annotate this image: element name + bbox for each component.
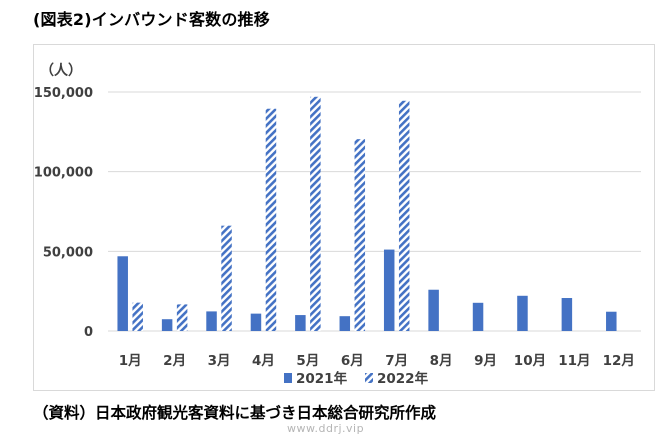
bar-2022-6 xyxy=(354,139,366,331)
watermark: www.ddrj.vip xyxy=(287,422,365,435)
chart-frame: 0 50,000 100,000 150,000 （人） 1月 2月 3月 4月 5月 6月 7月 8月… xyxy=(33,44,655,391)
bar-2021-9 xyxy=(472,302,484,331)
bar-2021-12 xyxy=(606,311,617,331)
bar-2022-4 xyxy=(265,108,277,331)
bar-2021-3 xyxy=(206,311,217,331)
x-tick-label: 3月 xyxy=(208,353,231,369)
bar-2021-8 xyxy=(428,289,439,331)
x-tick-label: 6月 xyxy=(341,353,364,369)
bar-2021-4 xyxy=(250,313,262,331)
x-tick-label: 4月 xyxy=(252,353,275,369)
bar-2021-10 xyxy=(517,295,528,331)
bar-2021-1 xyxy=(117,256,128,331)
bar-2022-3 xyxy=(221,225,232,331)
figure-title: (図表2)インバウンド客数の推移 xyxy=(33,10,270,29)
bar-2022-5 xyxy=(310,96,321,331)
bar-2022-1 xyxy=(132,302,143,331)
y-tick-label: 50,000 xyxy=(43,245,93,260)
x-tick-label: 8月 xyxy=(430,353,453,369)
bar-2021-11 xyxy=(561,298,573,331)
y-tick-label: 150,000 xyxy=(34,86,93,101)
x-tick-label: 9月 xyxy=(474,353,497,369)
y-tick-label: 0 xyxy=(84,325,93,340)
bar-2022-7 xyxy=(398,100,410,331)
legend-label-2021: 2021年 xyxy=(296,370,348,387)
axis-labels: 0 50,000 100,000 150,000 （人） 1月 2月 3月 4月 5月 6月 7月 8月… xyxy=(34,62,635,369)
x-tick-label: 12月 xyxy=(603,353,635,369)
bars xyxy=(117,96,617,331)
x-tick-label: 7月 xyxy=(385,353,408,369)
x-tick-label: 1月 xyxy=(119,353,142,369)
x-tick-label: 10月 xyxy=(514,353,546,369)
bar-2021-7 xyxy=(383,249,395,331)
bar-2022-2 xyxy=(176,304,188,331)
legend: 2021年 2022年 xyxy=(284,370,429,387)
x-tick-label: 5月 xyxy=(296,353,319,369)
gridlines xyxy=(108,91,641,332)
bar-2021-6 xyxy=(339,316,351,331)
bar-2021-5 xyxy=(295,315,306,331)
y-tick-label: 100,000 xyxy=(34,166,93,181)
legend-swatch-2022 xyxy=(365,373,373,383)
legend-swatch-2021 xyxy=(284,373,292,383)
bar-2021-2 xyxy=(161,319,173,331)
legend-label-2022: 2022年 xyxy=(377,370,429,387)
x-tick-label: 11月 xyxy=(558,353,590,369)
y-axis-unit-label: （人） xyxy=(40,62,82,79)
x-tick-label: 2月 xyxy=(163,353,186,369)
inbound-visitors-bar-chart: 0 50,000 100,000 150,000 （人） 1月 2月 3月 4月 5月 6月 7月 8月… xyxy=(34,62,641,387)
source-note: （資料）日本政府観光客資料に基づき日本総合研究所作成 xyxy=(33,404,437,422)
